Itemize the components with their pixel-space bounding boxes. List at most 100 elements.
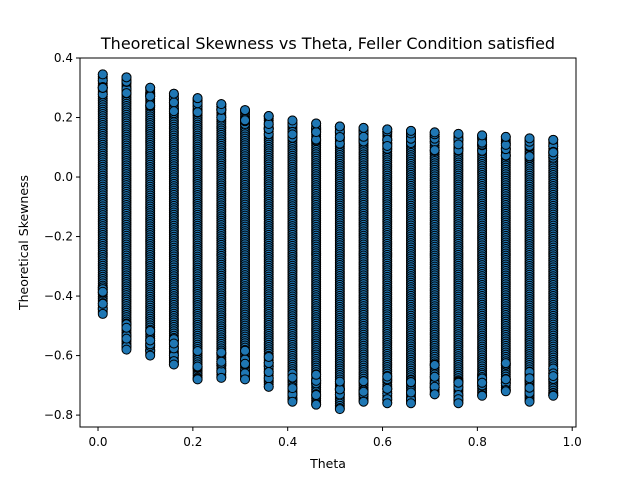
scatter-point <box>240 115 251 126</box>
scatter-point <box>429 371 440 382</box>
scatter-point <box>121 344 132 355</box>
scatter-point <box>263 351 274 362</box>
scatter-point <box>192 93 203 104</box>
scatter-point <box>145 350 156 361</box>
scatter-point <box>311 390 322 401</box>
scatter-point <box>524 151 535 162</box>
scatter-point <box>453 398 464 409</box>
scatter-point <box>168 88 179 99</box>
scatter-point <box>382 140 393 151</box>
scatter-point <box>145 325 156 336</box>
scatter-point <box>429 145 440 156</box>
scatter-point <box>121 333 132 344</box>
x-axis-ticks: 0.0 0.2 0.4 0.6 0.8 1.0 <box>88 427 582 449</box>
scatter-point <box>240 374 251 385</box>
scatter-point <box>216 99 227 110</box>
x-tick-label: 0.0 <box>88 435 107 449</box>
scatter-point <box>97 286 108 297</box>
scatter-point <box>121 72 132 83</box>
y-tick-label: 0.0 <box>54 170 73 184</box>
scatter-point <box>263 381 274 392</box>
data-points <box>97 69 559 415</box>
y-tick-label: 0.2 <box>54 111 73 125</box>
chart-title: Theoretical Skewness vs Theta, Feller Co… <box>100 34 555 53</box>
scatter-point <box>358 131 369 142</box>
y-tick-label: 0.4 <box>54 51 73 65</box>
x-tick-label: 0.8 <box>468 435 487 449</box>
scatter-point <box>121 88 132 99</box>
scatter-point <box>429 127 440 138</box>
scatter-point <box>192 361 203 372</box>
scatter-point <box>97 308 108 319</box>
scatter-point <box>168 97 179 108</box>
scatter-point <box>168 338 179 349</box>
scatter-point <box>168 359 179 370</box>
scatter-point <box>548 371 559 382</box>
scatter-point <box>500 131 511 142</box>
scatter-point <box>192 346 203 357</box>
scatter-point <box>145 335 156 346</box>
scatter-point <box>500 374 511 385</box>
scatter-point <box>548 134 559 145</box>
scatter-point <box>240 105 251 116</box>
y-tick-label: −0.8 <box>44 408 73 422</box>
scatter-point <box>358 386 369 397</box>
scatter-point <box>382 371 393 382</box>
scatter-point <box>97 69 108 80</box>
scatter-point <box>311 369 322 380</box>
scatter-point <box>429 389 440 400</box>
scatter-point <box>524 382 535 393</box>
scatter-point <box>405 398 416 409</box>
scatter-point <box>500 386 511 397</box>
scatter-point <box>477 390 488 401</box>
scatter-point <box>453 377 464 388</box>
scatter-point <box>548 390 559 401</box>
scatter-point <box>382 124 393 135</box>
scatter-point <box>97 298 108 309</box>
scatter-point <box>405 377 416 388</box>
y-tick-label: −0.6 <box>44 349 73 363</box>
scatter-point <box>240 358 251 369</box>
scatter-point <box>97 82 108 93</box>
scatter-point <box>145 91 156 102</box>
scatter-point <box>240 345 251 356</box>
x-tick-label: 0.2 <box>183 435 202 449</box>
scatter-point <box>334 132 345 143</box>
scatter-point <box>287 372 298 383</box>
scatter-point <box>382 383 393 394</box>
scatter-point <box>358 396 369 407</box>
scatter-point <box>358 122 369 133</box>
scatter-point <box>453 128 464 139</box>
scatter-point <box>405 125 416 136</box>
x-tick-label: 1.0 <box>563 435 582 449</box>
scatter-point <box>311 399 322 410</box>
scatter-point <box>263 367 274 378</box>
scatter-point <box>311 118 322 129</box>
scatter-point <box>216 372 227 383</box>
x-axis-label: Theta <box>309 456 346 471</box>
scatter-point <box>453 139 464 150</box>
plot-area-frame <box>79 57 577 428</box>
scatter-point <box>548 147 559 158</box>
scatter-point <box>382 398 393 409</box>
scatter-point <box>334 121 345 132</box>
scatter-point <box>121 322 132 333</box>
scatter-point <box>168 106 179 117</box>
scatter-point <box>524 133 535 144</box>
scatter-point <box>358 376 369 387</box>
scatter-point <box>287 115 298 126</box>
scatter-point <box>477 377 488 388</box>
scatter-point <box>429 360 440 371</box>
scatter-point <box>216 356 227 367</box>
scatter-point <box>263 111 274 122</box>
scatter-point <box>216 347 227 358</box>
x-tick-label: 0.6 <box>373 435 392 449</box>
scatter-point <box>477 130 488 141</box>
scatter-point <box>334 404 345 415</box>
y-axis-label: Theoretical Skewness <box>16 175 31 311</box>
scatter-point <box>145 100 156 111</box>
y-tick-label: −0.2 <box>44 230 73 244</box>
y-tick-label: −0.4 <box>44 289 73 303</box>
scatter-point <box>405 387 416 398</box>
